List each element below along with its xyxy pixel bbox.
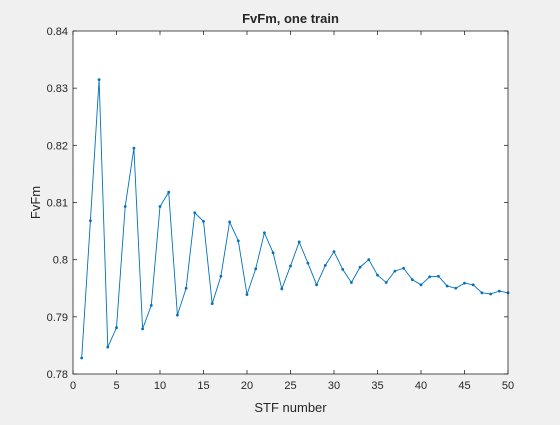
data-point	[158, 205, 162, 208]
x-tick-label: 0	[70, 380, 76, 392]
chart-title: FvFm, one train	[242, 11, 339, 26]
plot-area	[73, 31, 508, 374]
data-point	[141, 327, 145, 331]
y-tick-label: 0.81	[47, 198, 68, 210]
data-point	[271, 251, 275, 255]
data-point	[428, 275, 432, 279]
data-point	[167, 190, 171, 194]
data-point	[384, 281, 388, 284]
data-point	[332, 250, 336, 254]
y-tick-label: 0.78	[47, 369, 68, 381]
data-point	[402, 266, 405, 270]
data-point	[219, 274, 223, 278]
data-point	[263, 231, 266, 235]
x-tick-label: 40	[415, 380, 427, 392]
data-series-line	[81, 79, 509, 359]
data-point	[210, 302, 214, 306]
data-point	[115, 326, 118, 330]
x-tick-label: 5	[113, 380, 119, 392]
data-point	[202, 219, 205, 223]
data-point	[480, 291, 484, 295]
data-point	[228, 220, 232, 224]
y-tick-label: 0.8	[53, 255, 68, 267]
data-point	[376, 273, 379, 277]
data-point	[315, 283, 318, 287]
x-tick-label: 10	[154, 380, 166, 392]
data-point	[419, 283, 423, 287]
data-point	[393, 269, 397, 273]
data-point	[132, 146, 136, 150]
data-point	[358, 265, 362, 269]
data-point	[297, 240, 301, 244]
y-tick-label: 0.79	[47, 312, 68, 324]
y-tick-label: 0.83	[47, 83, 68, 95]
data-point	[193, 211, 197, 215]
data-point	[445, 284, 449, 288]
data-point	[437, 274, 440, 278]
data-point	[254, 267, 258, 271]
data-point	[350, 281, 353, 284]
data-point	[184, 286, 188, 290]
tick-labels: 0 5 10 15 20 25 30 35 40 45 50 0.78 0.79 0.8 0.81 0.82 0…	[47, 26, 515, 392]
data-point	[280, 287, 284, 291]
y-tick-label: 0.84	[47, 26, 68, 38]
data-point	[106, 345, 110, 349]
data-point	[489, 292, 492, 296]
x-axis-label: STF number	[254, 400, 327, 415]
data-point	[176, 313, 179, 317]
data-point	[471, 283, 475, 287]
data-point	[89, 219, 92, 223]
x-tick-label: 35	[371, 380, 383, 392]
data-point	[123, 205, 127, 208]
x-tick-label: 20	[241, 380, 253, 392]
data-point	[306, 261, 310, 265]
y-axis-label: FvFm	[28, 186, 43, 219]
data-point	[80, 356, 84, 360]
x-tick-label: 50	[502, 380, 514, 392]
data-point	[341, 267, 345, 271]
data-point	[245, 293, 249, 296]
plot-frame	[72, 30, 509, 375]
data-point	[454, 286, 458, 290]
data-point	[289, 264, 292, 268]
y-tick-label: 0.82	[47, 140, 68, 152]
data-point	[236, 239, 240, 243]
x-tick-label: 30	[328, 380, 340, 392]
data-point	[97, 78, 101, 81]
x-tick-label: 15	[197, 380, 209, 392]
data-point	[497, 289, 501, 293]
data-point	[149, 304, 153, 307]
data-point	[410, 278, 414, 282]
x-tick-label: 45	[458, 380, 470, 392]
data-point	[463, 281, 466, 285]
data-point	[367, 258, 371, 262]
data-point	[323, 263, 327, 267]
data-markers	[80, 78, 510, 360]
x-tick-label: 25	[284, 380, 296, 392]
